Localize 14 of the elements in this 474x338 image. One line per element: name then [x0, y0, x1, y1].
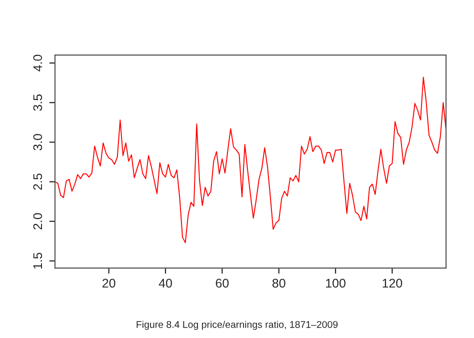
y-tick-label: 3.5	[33, 94, 42, 111]
x-tick-label: 60	[216, 278, 229, 288]
caption: Figure 8.4 Log price/earnings ratio, 1871–2009	[136, 320, 338, 330]
x-tick-label: 80	[272, 278, 286, 288]
x-tick-label: 120	[382, 278, 402, 288]
y-tick-label: 2.0	[33, 213, 42, 230]
x-tick-label: 40	[158, 278, 172, 288]
y-tick-label: 1.5	[33, 252, 42, 269]
x-tick-label: 100	[326, 278, 346, 288]
y-tick-label: 4.0	[33, 54, 42, 72]
y-tick-label: 3.0	[33, 134, 42, 150]
y-tick-label: 2.5	[33, 174, 42, 190]
x-tick-label: 20	[102, 278, 116, 288]
line-series	[54, 76, 446, 244]
